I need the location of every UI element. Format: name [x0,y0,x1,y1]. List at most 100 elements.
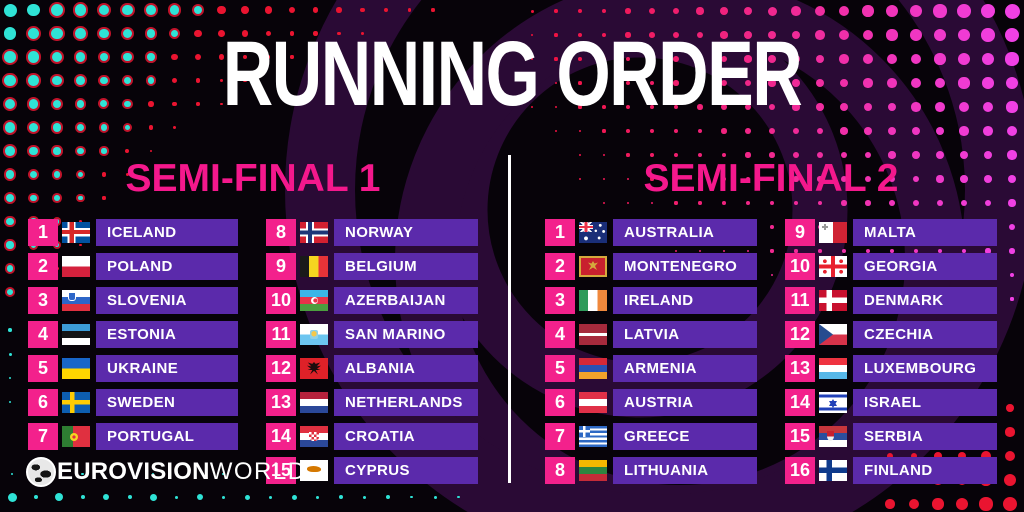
running-order-row: 10 GEORGIA [785,253,997,280]
country-label: SWEDEN [96,389,238,416]
position-number: 10 [785,253,815,280]
country-label: ALBANIA [334,355,478,382]
norway-flag-icon [300,222,328,243]
running-order-row: 4 LATVIA [545,321,757,348]
country-label: SAN MARINO [334,321,478,348]
semifinal-1-heading: SEMI-FINAL 1 [125,157,381,200]
country-label: MALTA [853,219,997,246]
poland-flag-icon [62,256,90,277]
country-label: NORWAY [334,219,478,246]
position-number: 1 [545,219,575,246]
running-order-row: 8 LITHUANIA [545,457,757,484]
australia-flag-icon [579,222,607,243]
country-label: GEORGIA [853,253,997,280]
country-label: PORTUGAL [96,423,238,450]
position-number: 5 [28,355,58,382]
malta-flag-icon [819,222,847,243]
running-order-row: 5 UKRAINE [28,355,238,382]
country-label: MONTENEGRO [613,253,757,280]
page-title: RUNNING ORDER [222,23,803,125]
ukraine-flag-icon [62,358,90,379]
semifinal-1-column-2: 8 NORWAY 9 BELGIUM 10 AZERBAIJAN 11 SAN MARINO 1… [266,219,478,491]
country-label: DENMARK [853,287,997,314]
position-number: 12 [785,321,815,348]
country-label: GREECE [613,423,757,450]
azerbaijan-flag-icon [300,290,328,311]
running-order-row: 12 ALBANIA [266,355,478,382]
position-number: 3 [545,287,575,314]
position-number: 8 [266,219,296,246]
running-order-row: 13 NETHERLANDS [266,389,478,416]
portugal-flag-icon [62,426,90,447]
georgia-flag-icon [819,256,847,277]
country-label: CROATIA [334,423,478,450]
czechia-flag-icon [819,324,847,345]
logo-text-light: WORLD [209,458,307,485]
running-order-row: 5 ARMENIA [545,355,757,382]
running-order-row: 3 IRELAND [545,287,757,314]
position-number: 12 [266,355,296,382]
albania-flag-icon [300,358,328,379]
luxembourg-flag-icon [819,358,847,379]
running-order-row: 7 GREECE [545,423,757,450]
israel-flag-icon [819,392,847,413]
country-label: SLOVENIA [96,287,238,314]
country-label: AZERBAIJAN [334,287,478,314]
ireland-flag-icon [579,290,607,311]
semifinal-1-column-1: 1 ICELAND 2 POLAND 3 SLOVENIA 4 ESTONIA 5 UKRAINE… [28,219,238,457]
semifinal-2-column-1: 1 AUSTRALIA 2 MONTENEGRO 3 IRELAND 4 LATVIA 5 ARM… [545,219,757,491]
position-number: 4 [545,321,575,348]
position-number: 13 [785,355,815,382]
country-label: FINLAND [853,457,997,484]
sanmarino-flag-icon [300,324,328,345]
estonia-flag-icon [62,324,90,345]
running-order-row: 15 SERBIA [785,423,997,450]
cyprus-flag-icon [300,460,328,481]
logo-text-bold: EUROVISION [57,458,210,485]
lithuania-flag-icon [579,460,607,481]
country-label: POLAND [96,253,238,280]
globe-icon [26,457,56,487]
country-label: LATVIA [613,321,757,348]
running-order-row: 4 ESTONIA [28,321,238,348]
position-number: 13 [266,389,296,416]
armenia-flag-icon [579,358,607,379]
country-label: SERBIA [853,423,997,450]
finland-flag-icon [819,460,847,481]
running-order-row: 14 CROATIA [266,423,478,450]
position-number: 11 [266,321,296,348]
country-label: AUSTRIA [613,389,757,416]
netherlands-flag-icon [300,392,328,413]
running-order-row: 2 POLAND [28,253,238,280]
running-order-row: 9 MALTA [785,219,997,246]
country-label: CZECHIA [853,321,997,348]
croatia-flag-icon [300,426,328,447]
denmark-flag-icon [819,290,847,311]
position-number: 3 [28,287,58,314]
country-label: AUSTRALIA [613,219,757,246]
running-order-row: 6 SWEDEN [28,389,238,416]
running-order-row: 9 BELGIUM [266,253,478,280]
running-order-row: 15 CYPRUS [266,457,478,484]
position-number: 6 [545,389,575,416]
running-order-row: 13 LUXEMBOURG [785,355,997,382]
greece-flag-icon [579,426,607,447]
running-order-row: 1 ICELAND [28,219,238,246]
running-order-row: 11 DENMARK [785,287,997,314]
country-label: BELGIUM [334,253,478,280]
vertical-divider [508,155,511,483]
semifinal-2-heading: SEMI-FINAL 2 [643,157,899,200]
austria-flag-icon [579,392,607,413]
position-number: 7 [545,423,575,450]
belgium-flag-icon [300,256,328,277]
position-number: 2 [28,253,58,280]
position-number: 14 [266,423,296,450]
sweden-flag-icon [62,392,90,413]
position-number: 9 [785,219,815,246]
position-number: 16 [785,457,815,484]
serbia-flag-icon [819,426,847,447]
country-label: ARMENIA [613,355,757,382]
running-order-row: 2 MONTENEGRO [545,253,757,280]
position-number: 1 [28,219,58,246]
